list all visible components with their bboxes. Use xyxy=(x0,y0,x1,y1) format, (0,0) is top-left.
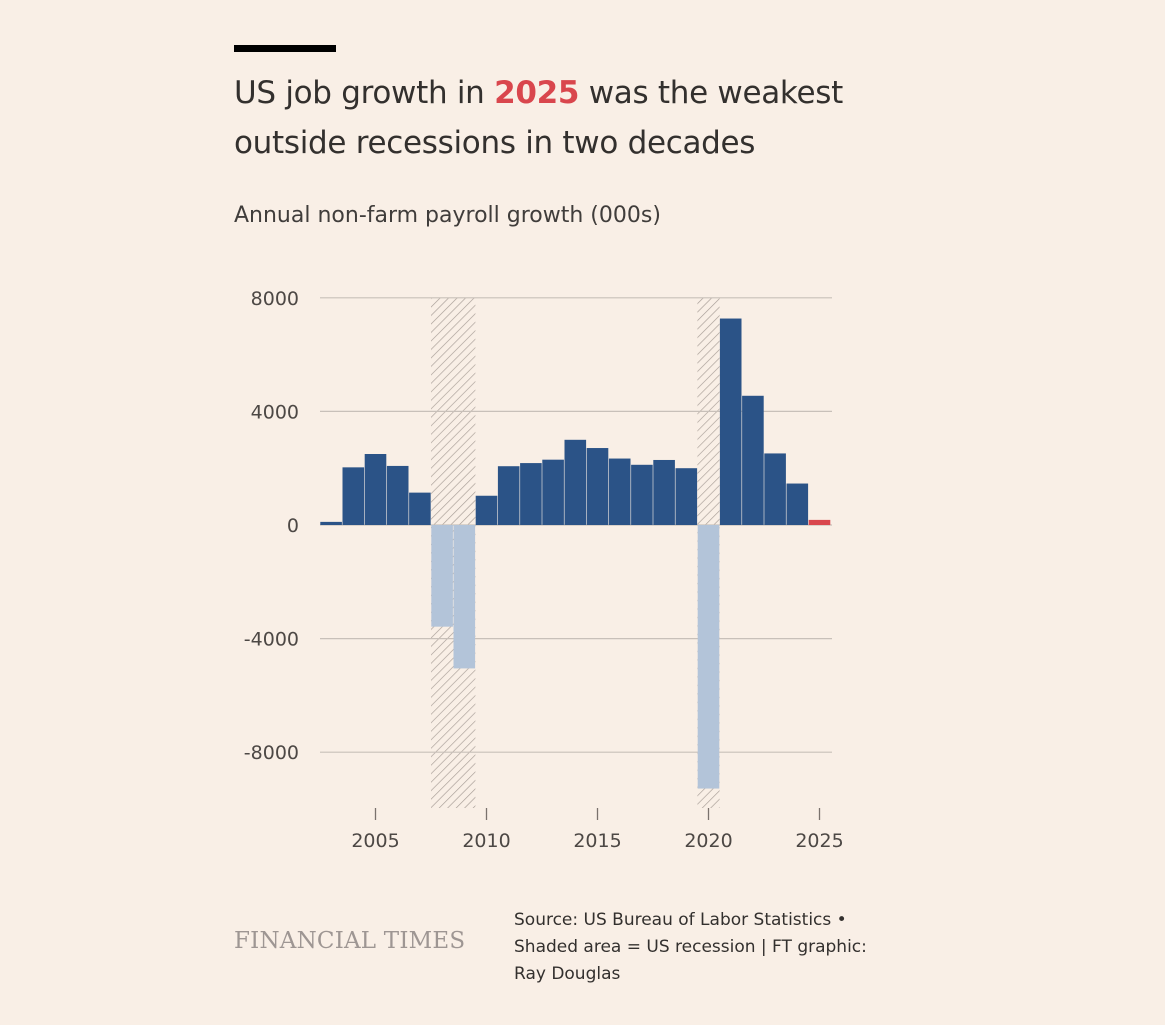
y-tick-label: 4000 xyxy=(251,401,299,423)
axes: 2005 2010 2015 2020 2025 xyxy=(351,808,844,852)
bar-2017 xyxy=(631,464,653,525)
bar-2013 xyxy=(542,459,564,525)
chart-title: US job growth in 2025 was the weakest ou… xyxy=(234,68,934,168)
x-tick-label: 2025 xyxy=(795,830,843,852)
title-text-start: US job growth in xyxy=(234,75,495,111)
bar-2014 xyxy=(564,439,587,525)
bar-2022 xyxy=(742,395,764,525)
bars xyxy=(320,318,831,789)
bar-2012 xyxy=(520,463,542,525)
bar-2020 xyxy=(697,525,720,789)
bar-2015 xyxy=(586,448,609,525)
bar-2018 xyxy=(653,459,675,525)
bar-2024 xyxy=(786,483,809,525)
bar-2019 xyxy=(675,468,698,525)
chart-subtitle: Annual non-farm payroll growth (000s) xyxy=(234,203,661,228)
x-tick-label: 2015 xyxy=(573,830,621,852)
y-tick-label: -8000 xyxy=(244,742,299,764)
title-text-end: was the weakest outside recessions in tw… xyxy=(234,75,843,161)
bar-chart: 8000 4000 0 -4000 -8000 2005 2010 2015 2020 2025 xyxy=(244,288,844,852)
bar-2005 xyxy=(364,454,387,525)
source-note: Source: US Bureau of Labor Statistics • … xyxy=(514,910,867,984)
bar-2010 xyxy=(475,495,498,525)
bar-2008 xyxy=(431,525,453,627)
x-tick-label: 2005 xyxy=(351,830,399,852)
y-tick-label: -4000 xyxy=(244,629,299,651)
bar-2007 xyxy=(409,492,431,525)
bar-2009 xyxy=(453,525,476,669)
bar-2021 xyxy=(719,318,742,525)
bar-2011 xyxy=(497,466,520,525)
y-tick-label: 8000 xyxy=(251,288,299,310)
bar-2004 xyxy=(342,467,365,525)
ft-logo: FINANCIAL TIMES xyxy=(234,928,466,954)
x-tick-label: 2020 xyxy=(684,830,732,852)
title-highlight-year: 2025 xyxy=(494,75,580,111)
gridlines: 8000 4000 0 -4000 -8000 xyxy=(244,288,832,764)
header-accent-bar xyxy=(234,45,336,52)
bar-2003 xyxy=(320,521,342,525)
bar-2006 xyxy=(386,465,409,525)
bar-2023 xyxy=(764,453,786,525)
y-tick-label: 0 xyxy=(287,515,299,537)
bar-2016 xyxy=(608,458,631,525)
bar-2025 xyxy=(808,519,831,525)
x-tick-label: 2010 xyxy=(462,830,510,852)
